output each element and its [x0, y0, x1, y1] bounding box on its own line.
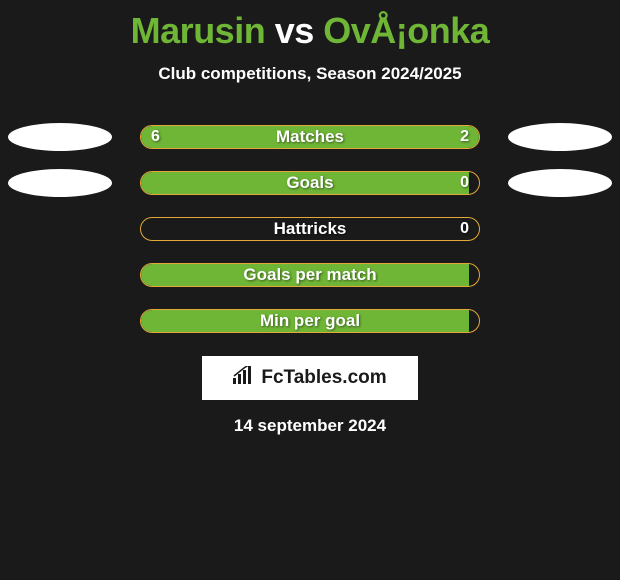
stat-value-player2: 0 [460, 220, 469, 238]
player2-name: OvÅ¡onka [323, 10, 489, 51]
stat-row: Hattricks0 [0, 206, 620, 252]
stat-row: Goals0 [0, 160, 620, 206]
stat-value-player1: 6 [151, 128, 160, 146]
player1-value-marker [8, 123, 112, 151]
stat-label: Min per goal [141, 311, 479, 331]
stat-bar: Min per goal [140, 309, 480, 333]
comparison-title: Marusin vs OvÅ¡onka [0, 10, 620, 52]
infographic-container: Marusin vs OvÅ¡onka Club competitions, S… [0, 0, 620, 446]
stat-bar: Hattricks0 [140, 217, 480, 241]
player2-value-marker [508, 169, 612, 197]
logo-text: FcTables.com [261, 367, 386, 389]
logo-box: FcTables.com [202, 356, 418, 400]
logo: FcTables.com [233, 366, 386, 390]
stat-label: Goals per match [141, 265, 479, 285]
stat-bar: Matches6 2 [140, 125, 480, 149]
chart-icon [233, 366, 255, 390]
player2-value-marker [508, 123, 612, 151]
stat-label: Goals [141, 173, 479, 193]
stat-value-player2: 2 [460, 128, 469, 146]
stat-label: Matches [141, 127, 479, 147]
stat-row: Min per goal [0, 298, 620, 344]
stat-label: Hattricks [141, 219, 479, 239]
stat-value-player2: 0 [460, 174, 469, 192]
player1-name: Marusin [131, 10, 266, 51]
date-label: 14 september 2024 [0, 416, 620, 436]
stats-section: Matches62Goals0Hattricks0Goals per match… [0, 114, 620, 344]
stat-bar: Goals per match [140, 263, 480, 287]
stat-bar: Goals0 [140, 171, 480, 195]
player1-value-marker [8, 169, 112, 197]
subtitle: Club competitions, Season 2024/2025 [0, 64, 620, 84]
vs-text: vs [275, 10, 314, 51]
stat-row: Matches6 2 [0, 114, 620, 160]
stat-row: Goals per match [0, 252, 620, 298]
